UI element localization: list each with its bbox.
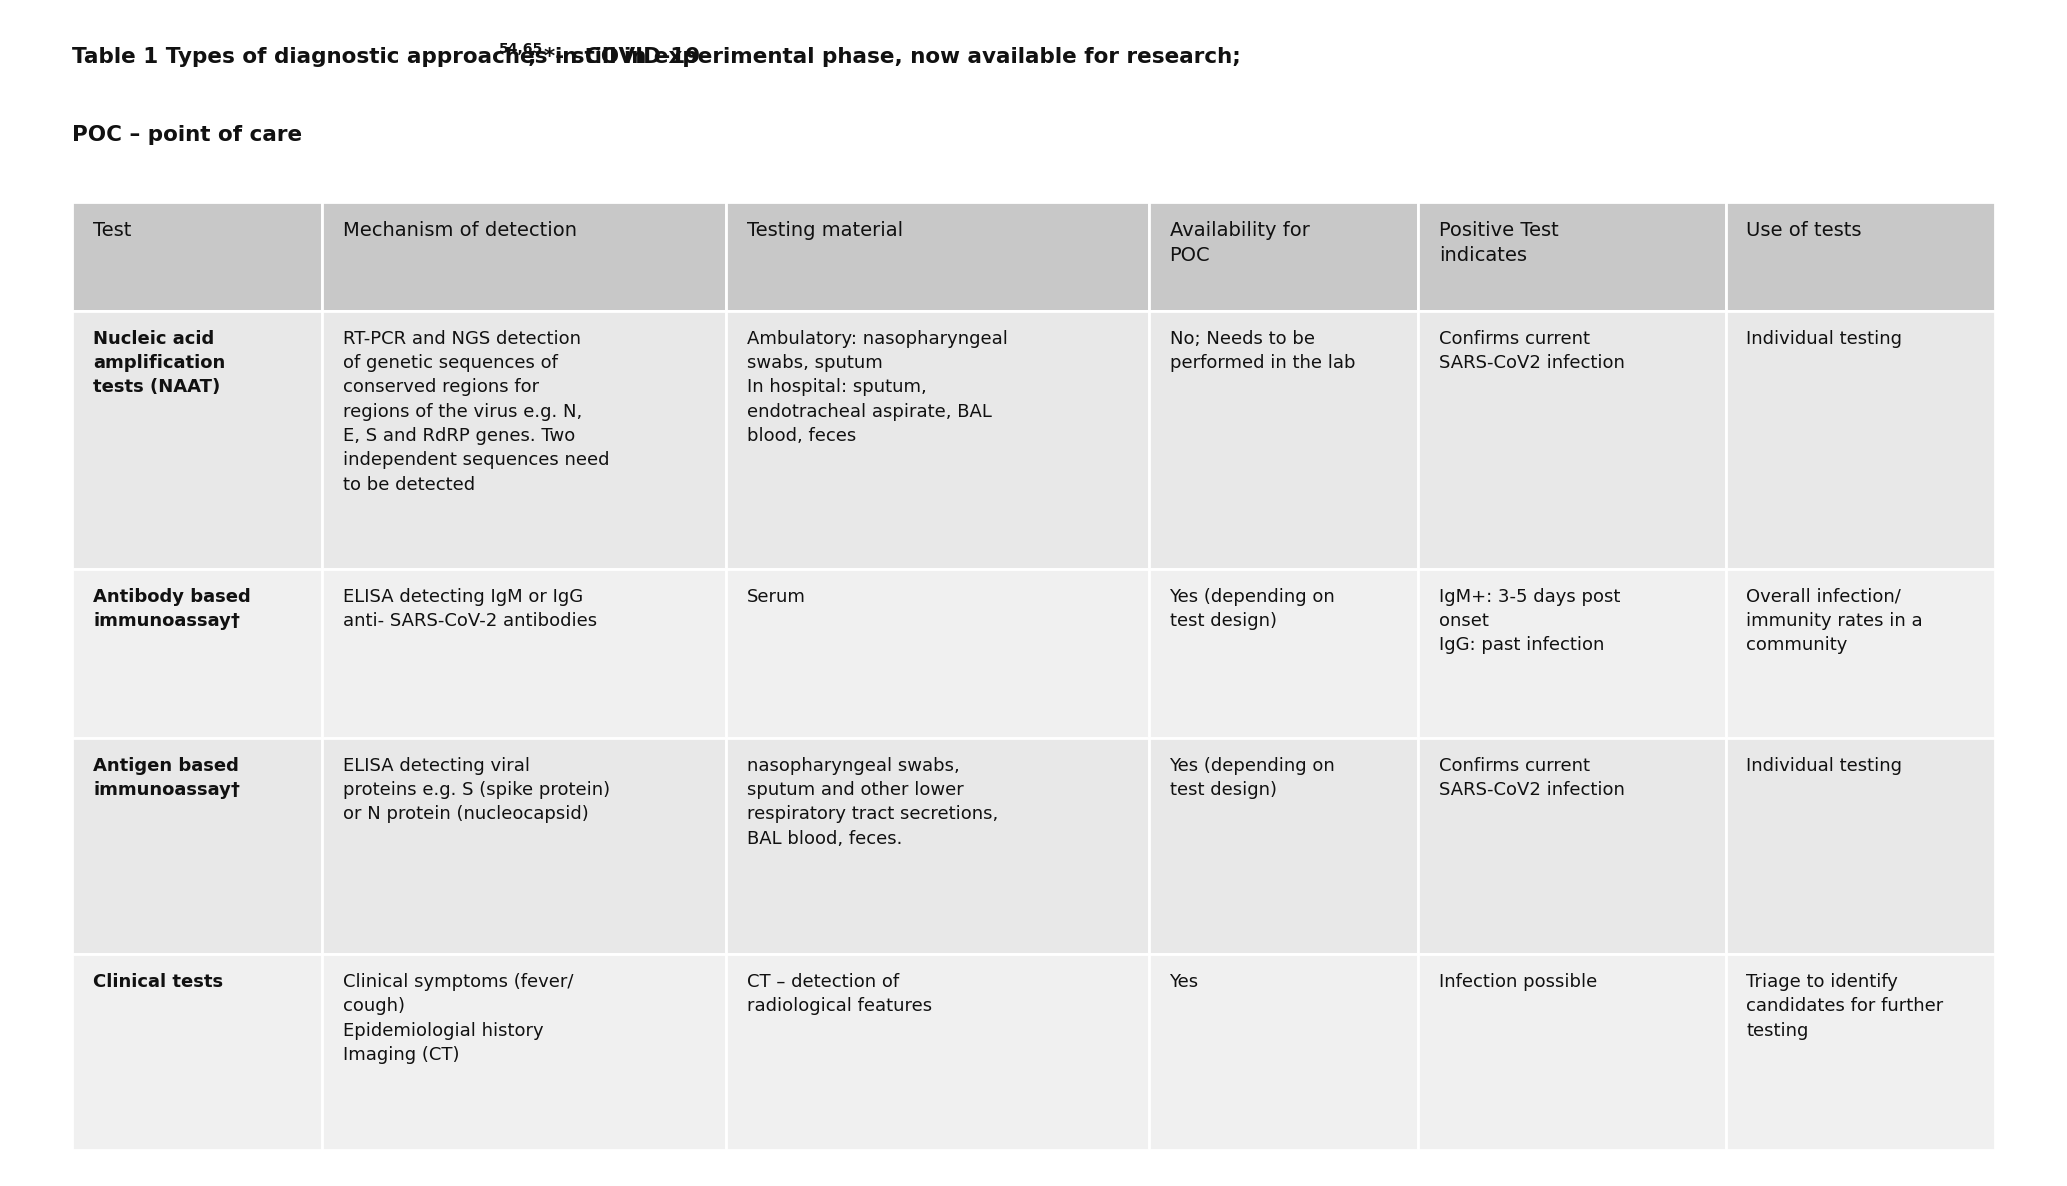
Text: Clinical tests: Clinical tests: [93, 973, 223, 991]
Bar: [72, 311, 322, 569]
Bar: [1418, 569, 1726, 738]
Text: Nucleic acid
amplification
tests (NAAT): Nucleic acid amplification tests (NAAT): [93, 330, 225, 396]
Bar: [72, 738, 322, 954]
Text: RT-PCR and NGS detection
of genetic sequences of
conserved regions for
regions o: RT-PCR and NGS detection of genetic sequ…: [343, 330, 610, 493]
Bar: [1726, 569, 1995, 738]
Bar: [1149, 311, 1418, 569]
Text: Mechanism of detection: Mechanism of detection: [343, 221, 577, 240]
Text: nasopharyngeal swabs,
sputum and other lower
respiratory tract secretions,
BAL b: nasopharyngeal swabs, sputum and other l…: [746, 757, 998, 848]
Bar: [726, 954, 1149, 1150]
Bar: [72, 569, 322, 738]
Text: IgM+: 3-5 days post
onset
IgG: past infection: IgM+: 3-5 days post onset IgG: past infe…: [1439, 588, 1621, 655]
Bar: [322, 738, 726, 954]
Text: Yes (depending on
test design): Yes (depending on test design): [1170, 588, 1335, 630]
Bar: [726, 569, 1149, 738]
Bar: [1418, 311, 1726, 569]
Bar: [726, 202, 1149, 311]
Text: 54,65: 54,65: [498, 42, 544, 56]
Bar: [72, 954, 322, 1150]
Text: Serum: Serum: [746, 588, 806, 606]
Text: Individual testing: Individual testing: [1747, 330, 1902, 347]
Bar: [1149, 954, 1418, 1150]
Bar: [1418, 954, 1726, 1150]
Text: ELISA detecting viral
proteins e.g. S (spike protein)
or N protein (nucleocapsid: ELISA detecting viral proteins e.g. S (s…: [343, 757, 610, 823]
Text: Clinical symptoms (fever/
cough)
Epidemiologial history
Imaging (CT): Clinical symptoms (fever/ cough) Epidemi…: [343, 973, 573, 1064]
Text: No; Needs to be
performed in the lab: No; Needs to be performed in the lab: [1170, 330, 1356, 372]
Text: Confirms current
SARS-CoV2 infection: Confirms current SARS-CoV2 infection: [1439, 330, 1625, 372]
Bar: [1149, 569, 1418, 738]
Text: Yes: Yes: [1170, 973, 1199, 991]
Bar: [322, 202, 726, 311]
Text: CT – detection of
radiological features: CT – detection of radiological features: [746, 973, 932, 1015]
Text: Antigen based
immunoassay†: Antigen based immunoassay†: [93, 757, 240, 799]
Text: POC – point of care: POC – point of care: [72, 125, 302, 145]
Text: Infection possible: Infection possible: [1439, 973, 1598, 991]
Text: Yes (depending on
test design): Yes (depending on test design): [1170, 757, 1335, 799]
Bar: [1418, 738, 1726, 954]
Bar: [1726, 202, 1995, 311]
Bar: [1418, 202, 1726, 311]
Text: Testing material: Testing material: [746, 221, 903, 240]
Bar: [72, 202, 322, 311]
Bar: [1726, 311, 1995, 569]
Bar: [322, 954, 726, 1150]
Bar: [1726, 738, 1995, 954]
Text: Overall infection/
immunity rates in a
community: Overall infection/ immunity rates in a c…: [1747, 588, 1922, 655]
Text: Test: Test: [93, 221, 132, 240]
Bar: [322, 311, 726, 569]
Bar: [726, 311, 1149, 569]
Text: Table 1 Types of diagnostic approaches in COVID-19: Table 1 Types of diagnostic approaches i…: [72, 47, 701, 68]
Bar: [1726, 954, 1995, 1150]
Bar: [322, 569, 726, 738]
Text: Triage to identify
candidates for further
testing: Triage to identify candidates for furthe…: [1747, 973, 1943, 1040]
Text: Ambulatory: nasopharyngeal
swabs, sputum
In hospital: sputum,
endotracheal aspir: Ambulatory: nasopharyngeal swabs, sputum…: [746, 330, 1007, 445]
Bar: [1149, 202, 1418, 311]
Bar: [1149, 738, 1418, 954]
Text: Antibody based
immunoassay†: Antibody based immunoassay†: [93, 588, 250, 630]
Text: Use of tests: Use of tests: [1747, 221, 1862, 240]
Text: ELISA detecting IgM or IgG
anti- SARS-CoV-2 antibodies: ELISA detecting IgM or IgG anti- SARS-Co…: [343, 588, 597, 630]
Bar: [726, 738, 1149, 954]
Text: Positive Test
indicates: Positive Test indicates: [1439, 221, 1559, 266]
Text: ; *- still in experimental phase, now available for research;: ; *- still in experimental phase, now av…: [527, 47, 1240, 68]
Text: Confirms current
SARS-CoV2 infection: Confirms current SARS-CoV2 infection: [1439, 757, 1625, 799]
Text: Availability for
POC: Availability for POC: [1170, 221, 1308, 266]
Text: Individual testing: Individual testing: [1747, 757, 1902, 774]
